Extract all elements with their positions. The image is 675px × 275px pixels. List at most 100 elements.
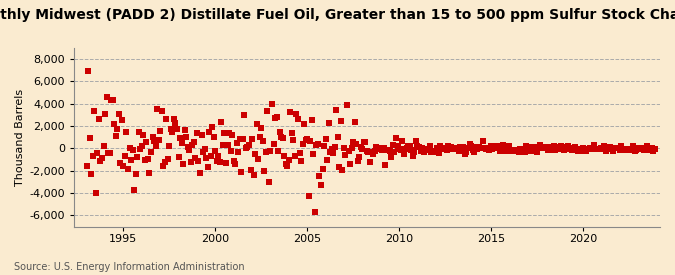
Point	[198, 150, 209, 155]
Point	[175, 135, 186, 140]
Point	[200, 155, 211, 160]
Point	[389, 150, 400, 154]
Point	[610, 146, 620, 150]
Point	[501, 149, 512, 154]
Point	[326, 147, 337, 151]
Point	[257, 139, 268, 144]
Point	[126, 158, 136, 162]
Point	[508, 148, 519, 152]
Point	[524, 146, 535, 150]
Point	[225, 149, 236, 154]
Point	[423, 147, 433, 152]
Point	[313, 142, 323, 146]
Point	[115, 161, 126, 165]
Point	[623, 148, 634, 152]
Point	[155, 129, 165, 133]
Point	[374, 147, 385, 151]
Point	[142, 156, 153, 161]
Point	[130, 172, 141, 176]
Point	[112, 127, 123, 131]
Point	[148, 139, 159, 143]
Point	[339, 146, 350, 150]
Point	[280, 162, 291, 166]
Point	[600, 148, 611, 153]
Point	[138, 133, 148, 138]
Point	[337, 168, 348, 172]
Point	[425, 144, 435, 148]
Point	[502, 148, 513, 152]
Point	[521, 144, 532, 148]
Point	[342, 103, 352, 107]
Point	[567, 147, 578, 152]
Point	[391, 136, 402, 140]
Point	[94, 116, 105, 121]
Point	[165, 127, 176, 132]
Point	[522, 149, 533, 153]
Point	[452, 145, 462, 150]
Point	[512, 149, 522, 153]
Point	[245, 168, 256, 172]
Point	[516, 147, 527, 152]
Point	[375, 146, 386, 150]
Point	[269, 116, 280, 120]
Point	[236, 169, 247, 174]
Point	[587, 147, 597, 151]
Point	[576, 148, 587, 153]
Point	[394, 147, 404, 151]
Point	[647, 146, 657, 150]
Point	[497, 143, 508, 147]
Point	[588, 143, 599, 148]
Point	[263, 180, 274, 185]
Point	[364, 160, 375, 164]
Point	[317, 167, 328, 171]
Point	[151, 144, 161, 148]
Point	[395, 148, 406, 152]
Point	[404, 144, 415, 148]
Point	[477, 146, 487, 151]
Point	[261, 150, 271, 154]
Point	[507, 148, 518, 152]
Point	[414, 145, 425, 150]
Point	[158, 164, 169, 169]
Point	[363, 150, 374, 154]
Point	[369, 148, 380, 153]
Point	[387, 143, 398, 148]
Point	[300, 138, 311, 142]
Point	[464, 142, 475, 146]
Point	[642, 144, 653, 148]
Point	[81, 164, 92, 168]
Point	[296, 159, 306, 163]
Point	[591, 146, 602, 151]
Point	[273, 149, 284, 153]
Point	[267, 101, 277, 106]
Point	[190, 155, 200, 160]
Point	[429, 150, 439, 155]
Point	[173, 155, 184, 159]
Point	[262, 109, 273, 113]
Point	[547, 147, 558, 151]
Point	[398, 152, 409, 156]
Point	[577, 145, 588, 150]
Point	[649, 147, 660, 151]
Point	[329, 145, 340, 149]
Point	[450, 145, 461, 150]
Point	[550, 148, 561, 152]
Point	[531, 150, 542, 155]
Point	[380, 163, 391, 167]
Point	[582, 147, 593, 151]
Point	[602, 147, 613, 151]
Point	[536, 145, 547, 150]
Point	[222, 143, 233, 147]
Point	[180, 128, 190, 132]
Point	[514, 147, 525, 152]
Point	[560, 145, 571, 150]
Point	[178, 161, 188, 166]
Point	[161, 117, 171, 121]
Point	[541, 145, 551, 149]
Point	[611, 146, 622, 151]
Point	[481, 147, 492, 151]
Point	[95, 159, 106, 164]
Point	[294, 150, 305, 155]
Point	[123, 166, 134, 171]
Point	[186, 160, 196, 164]
